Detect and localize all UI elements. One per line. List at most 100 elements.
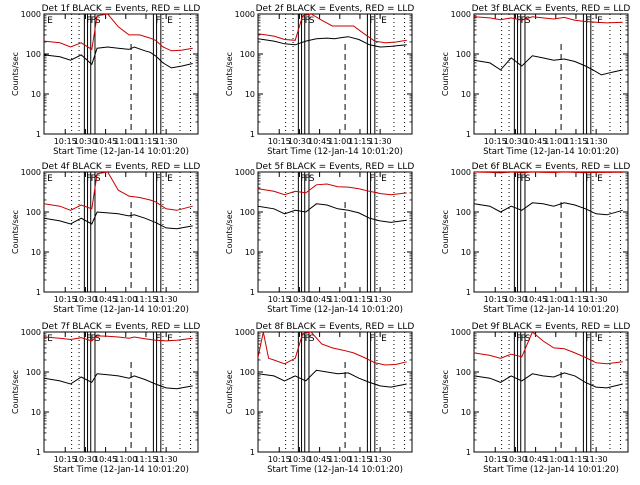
y-tick-label: 1000	[451, 10, 471, 19]
x-tick-label: 10:30	[74, 295, 97, 304]
chart-title: Det 2f BLACK = Events, RED = LLD	[256, 4, 415, 14]
plot-frame	[43, 171, 199, 293]
series-events-line	[258, 369, 407, 388]
flag-label: E	[47, 174, 53, 184]
flag-label: S	[309, 16, 315, 26]
chart-title: Det 7f BLACK = Events, RED = LLD	[42, 322, 201, 332]
flag-label: E	[597, 16, 603, 26]
series-events-line	[44, 46, 193, 69]
y-axis-label: Counts/sec	[225, 370, 234, 414]
flag-label: F	[300, 16, 305, 26]
y-tick-label: 100	[26, 208, 41, 217]
flag-label: F	[86, 174, 91, 184]
flag-label: F	[521, 16, 526, 26]
flag-label: S	[95, 334, 101, 344]
x-tick-label: 11:15	[348, 137, 371, 146]
flag-label: S	[525, 16, 531, 26]
x-tick-label: 11:30	[585, 455, 608, 464]
series-lld-line	[474, 172, 623, 174]
x-tick-label: 10:15	[268, 455, 291, 464]
y-tick-label: 1000	[21, 328, 41, 337]
flag-label: S	[525, 174, 531, 184]
x-tick-label: 10:30	[288, 455, 311, 464]
y-tick-label: 10	[461, 248, 471, 257]
series-events-line	[44, 211, 193, 230]
x-tick-label: 10:30	[504, 295, 527, 304]
y-tick-label: 100	[240, 50, 255, 59]
x-tick-label: 11:00	[114, 295, 137, 304]
y-tick-label: 1000	[451, 168, 471, 177]
plot-frame	[257, 171, 413, 293]
x-axis-label: Start Time (12-Jan-14 10:01:20)	[483, 147, 619, 157]
chart-panel-4: Det 4f BLACK = Events, RED = LLD 1 10 100 10…	[11, 162, 200, 315]
x-tick-label: 10:45	[524, 295, 547, 304]
x-tick-label: 10:30	[74, 137, 97, 146]
flag-label: E	[47, 16, 53, 26]
x-tick-label: 11:30	[155, 455, 178, 464]
flag-label: F	[305, 334, 310, 344]
x-tick-label: 10:15	[54, 137, 77, 146]
chart-panel-1: Det 1f BLACK = Events, RED = LLD 1 10 100 10…	[11, 4, 200, 157]
flag-label: F	[369, 334, 374, 344]
flag-label: F	[516, 174, 521, 184]
y-axis-label: Counts/sec	[225, 52, 234, 96]
x-axis-label: Start Time (12-Jan-14 10:01:20)	[483, 465, 619, 475]
flag-label: F	[521, 174, 526, 184]
flag-label: F	[86, 334, 91, 344]
series-lld-line	[258, 332, 407, 366]
y-tick-label: 10	[245, 248, 255, 257]
x-tick-label: 10:45	[94, 295, 117, 304]
x-tick-label: 10:30	[74, 455, 97, 464]
x-tick-label: 11:15	[134, 137, 157, 146]
y-axis-label: Counts/sec	[11, 370, 20, 414]
flag-label: E	[47, 334, 53, 344]
x-axis-label: Start Time (12-Jan-14 10:01:20)	[267, 305, 403, 315]
x-tick-label: 10:30	[288, 295, 311, 304]
series-events-line	[474, 202, 623, 216]
x-tick-label: 11:30	[369, 137, 392, 146]
flag-label: E	[597, 334, 603, 344]
x-tick-label: 11:15	[564, 455, 587, 464]
x-axis-label: Start Time (12-Jan-14 10:01:20)	[267, 147, 403, 157]
chart-title: Det 3f BLACK = Events, RED = LLD	[472, 4, 631, 14]
y-tick-label: 1	[36, 288, 41, 297]
x-tick-label: 10:45	[308, 455, 331, 464]
flag-label: F	[155, 174, 160, 184]
y-tick-label: 1	[36, 448, 41, 457]
y-tick-label: 1000	[451, 328, 471, 337]
flag-label: F	[155, 16, 160, 26]
flag-label: E	[167, 16, 173, 26]
flag-label: F	[86, 16, 91, 26]
plot-frame	[43, 13, 199, 135]
x-tick-label: 11:15	[134, 295, 157, 304]
y-tick-label: 100	[240, 368, 255, 377]
plot-frame	[473, 331, 629, 453]
y-axis-label: Counts/sec	[441, 52, 450, 96]
y-tick-label: 100	[456, 208, 471, 217]
x-tick-label: 11:30	[585, 295, 608, 304]
x-tick-label: 10:15	[484, 295, 507, 304]
x-tick-label: 11:15	[564, 295, 587, 304]
x-axis-label: Start Time (12-Jan-14 10:01:20)	[267, 465, 403, 475]
flag-label: F	[300, 334, 305, 344]
flag-label: S	[309, 174, 315, 184]
y-tick-label: 100	[26, 50, 41, 59]
x-tick-label: 10:45	[94, 137, 117, 146]
flag-label: F	[305, 16, 310, 26]
x-tick-label: 10:45	[308, 137, 331, 146]
y-axis-label: Counts/sec	[11, 52, 20, 96]
y-tick-label: 1	[250, 448, 255, 457]
y-tick-label: 1	[250, 288, 255, 297]
x-tick-label: 11:00	[114, 455, 137, 464]
x-tick-label: 10:30	[288, 137, 311, 146]
x-axis-label: Start Time (12-Jan-14 10:01:20)	[53, 465, 189, 475]
x-tick-label: 11:30	[369, 455, 392, 464]
x-tick-label: 11:15	[564, 137, 587, 146]
flag-label: E	[597, 174, 603, 184]
flag-label: S	[309, 334, 315, 344]
y-tick-label: 1000	[235, 10, 255, 19]
y-tick-label: 10	[461, 408, 471, 417]
series-events-line	[258, 203, 407, 223]
y-tick-label: 100	[26, 368, 41, 377]
